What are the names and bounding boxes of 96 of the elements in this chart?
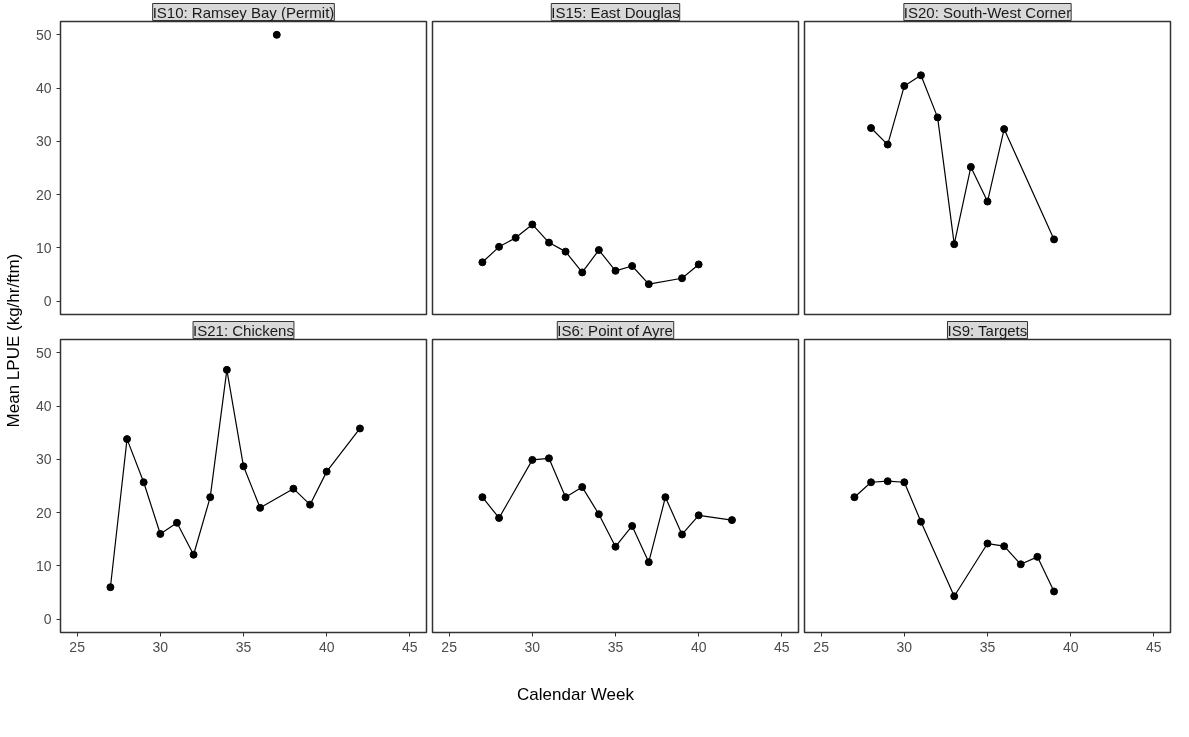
point bbox=[900, 478, 909, 487]
point bbox=[867, 478, 876, 487]
chart-title: IS20: South-West Corner bbox=[903, 3, 1072, 21]
point bbox=[916, 71, 925, 80]
point bbox=[983, 197, 992, 206]
point bbox=[544, 238, 553, 247]
point bbox=[966, 162, 975, 171]
point bbox=[172, 518, 181, 527]
point bbox=[355, 424, 364, 433]
x-tick-label: 25 bbox=[441, 638, 458, 655]
x-tick-label: 40 bbox=[318, 638, 335, 655]
chart-title: IS6: Point of Ayre bbox=[557, 321, 673, 339]
point bbox=[678, 274, 687, 283]
x-tick-label: 35 bbox=[979, 638, 996, 655]
point bbox=[678, 530, 687, 539]
chart-title: IS10: Ramsey Bay (Permit) bbox=[152, 3, 335, 21]
point bbox=[850, 493, 859, 502]
y-tick-label: 40 bbox=[35, 80, 52, 97]
y-tick-label: 0 bbox=[43, 293, 52, 310]
point bbox=[1050, 587, 1059, 596]
x-tick-label: 45 bbox=[774, 638, 790, 655]
point bbox=[478, 493, 487, 502]
x-tick-label: 35 bbox=[607, 638, 624, 655]
point bbox=[661, 493, 670, 502]
point bbox=[611, 542, 620, 551]
x-axis-title: Calendar Week bbox=[517, 685, 635, 704]
point bbox=[495, 513, 504, 522]
y-tick-label: 10 bbox=[35, 557, 52, 574]
point bbox=[306, 500, 315, 509]
point bbox=[322, 467, 331, 476]
point bbox=[578, 483, 587, 492]
point bbox=[933, 113, 942, 122]
point bbox=[950, 592, 959, 601]
point bbox=[900, 81, 909, 90]
point bbox=[694, 511, 703, 520]
x-tick-label: 30 bbox=[896, 638, 913, 655]
x-tick-label: 45 bbox=[1146, 638, 1162, 655]
point bbox=[883, 140, 892, 149]
point bbox=[644, 558, 653, 567]
point bbox=[867, 124, 876, 133]
point bbox=[983, 539, 992, 548]
point bbox=[156, 529, 165, 538]
point bbox=[644, 280, 653, 289]
point bbox=[611, 266, 620, 275]
point bbox=[239, 462, 248, 471]
x-tick-label: 40 bbox=[1062, 638, 1079, 655]
point bbox=[528, 455, 537, 464]
x-tick-label: 30 bbox=[524, 638, 541, 655]
y-tick-label: 20 bbox=[35, 504, 52, 521]
y-tick-label: 50 bbox=[35, 26, 52, 43]
point bbox=[628, 262, 637, 271]
y-tick-label: 30 bbox=[35, 133, 52, 150]
point bbox=[1000, 542, 1009, 551]
point bbox=[544, 454, 553, 463]
point bbox=[1000, 125, 1009, 134]
point bbox=[628, 521, 637, 530]
point bbox=[1050, 235, 1059, 244]
chart-title: IS21: Chickens bbox=[193, 321, 294, 339]
point bbox=[511, 233, 520, 242]
y-tick-label: 40 bbox=[35, 398, 52, 415]
y-tick-label: 30 bbox=[35, 451, 52, 468]
point bbox=[289, 484, 298, 493]
x-tick-label: 40 bbox=[690, 638, 707, 655]
point bbox=[950, 240, 959, 249]
point bbox=[561, 247, 570, 256]
point bbox=[883, 477, 892, 486]
y-tick-label: 20 bbox=[35, 186, 52, 203]
x-tick-label: 45 bbox=[402, 638, 418, 655]
x-tick-label: 35 bbox=[235, 638, 252, 655]
point bbox=[106, 583, 115, 592]
point bbox=[189, 550, 198, 559]
point bbox=[206, 493, 215, 502]
point bbox=[1033, 552, 1042, 561]
x-tick-label: 25 bbox=[813, 638, 830, 655]
point bbox=[594, 246, 603, 255]
y-axis-title: Mean LPUE (kg/hr/ftm) bbox=[4, 253, 23, 428]
point bbox=[727, 516, 736, 525]
point bbox=[1016, 560, 1025, 569]
point bbox=[528, 220, 537, 229]
x-tick-label: 25 bbox=[69, 638, 86, 655]
point bbox=[478, 258, 487, 267]
y-tick-label: 0 bbox=[43, 611, 52, 628]
point bbox=[123, 435, 132, 444]
point bbox=[256, 503, 265, 512]
chart-title: IS9: Targets bbox=[947, 321, 1028, 339]
point bbox=[594, 510, 603, 519]
point bbox=[561, 493, 570, 502]
y-tick-label: 50 bbox=[35, 344, 52, 361]
y-tick-label: 10 bbox=[35, 239, 52, 256]
point bbox=[694, 260, 703, 269]
point bbox=[495, 242, 504, 251]
point bbox=[916, 517, 925, 526]
point bbox=[222, 365, 231, 374]
x-tick-label: 30 bbox=[152, 638, 169, 655]
point bbox=[578, 268, 587, 277]
point bbox=[139, 478, 148, 487]
